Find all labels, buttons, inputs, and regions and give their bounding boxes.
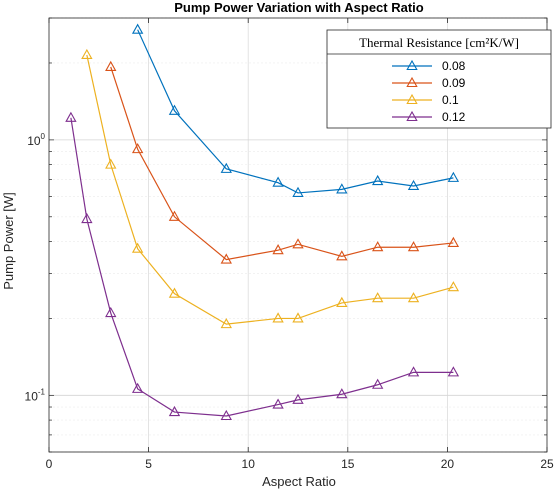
legend-title: Thermal Resistance [cm²K/W] — [359, 35, 519, 50]
data-point-0.08 — [336, 183, 348, 194]
data-point-0.09 — [168, 210, 181, 221]
chart-title: Pump Power Variation with Aspect Ratio — [174, 0, 424, 15]
data-point-0.08 — [131, 23, 144, 34]
data-point-0.12 — [168, 405, 181, 417]
axes-box — [48, 17, 548, 453]
data-point-0.12 — [105, 306, 117, 318]
legend-marker-0.1 — [406, 93, 418, 105]
y-tick-label: 100 — [27, 132, 45, 148]
data-point-0.12 — [336, 388, 348, 399]
data-point-0.09 — [336, 250, 348, 261]
data-point-0.1 — [292, 312, 304, 323]
data-point-0.08 — [447, 171, 460, 182]
data-point-0.1 — [447, 281, 460, 292]
data-point-0.12 — [131, 382, 144, 393]
data-point-0.08 — [220, 162, 232, 173]
legend-marker-0.12 — [406, 110, 418, 122]
series-line-0.08 — [137, 29, 454, 194]
data-point-0.12 — [81, 212, 93, 224]
data-point-0.1 — [336, 296, 348, 307]
data-point-0.08 — [272, 176, 284, 187]
data-point-0.09 — [407, 241, 420, 252]
data-point-0.12 — [220, 409, 232, 421]
legend-items: 0.08 0.09 0.1 0.12 — [392, 59, 466, 124]
legend-label-0.09: 0.09 — [442, 76, 466, 90]
data-point-0.09 — [105, 60, 117, 71]
data-point-0.09 — [220, 253, 232, 264]
series-line-0.09 — [110, 66, 454, 261]
data-point-0.08 — [371, 174, 384, 186]
data-point-0.09 — [371, 241, 384, 252]
data-point-0.12 — [371, 378, 384, 389]
data-point-0.12 — [447, 366, 460, 377]
x-tick-label: 10 — [242, 457, 256, 471]
y-axis-label: Pump Power [W] — [1, 192, 16, 290]
tick-labels: 0 5 10 15 20 25 10-1 100 — [25, 132, 554, 471]
data-point-0.08 — [168, 104, 181, 115]
data-point-0.09 — [272, 244, 284, 255]
series-line-0.12 — [70, 117, 454, 417]
data-point-0.1 — [371, 292, 384, 303]
x-tick-label: 15 — [341, 457, 355, 471]
data-point-0.09 — [447, 236, 460, 247]
x-tick-label: 5 — [145, 457, 152, 471]
data-point-0.12 — [272, 398, 284, 409]
data-point-0.09 — [292, 238, 304, 249]
data-point-0.12 — [65, 111, 77, 122]
data-point-0.1 — [168, 287, 181, 298]
data-point-0.1 — [272, 312, 284, 323]
legend-box — [326, 29, 552, 129]
legend-label-0.1: 0.1 — [442, 93, 459, 107]
data-point-0.1 — [81, 48, 93, 60]
data-point-0.12 — [292, 393, 304, 404]
data-point-0.1 — [220, 317, 232, 329]
data-point-0.1 — [131, 242, 144, 253]
x-axis-label: Aspect Ratio — [262, 474, 336, 489]
legend-label-0.12: 0.12 — [442, 110, 466, 124]
y-tick-label: 10-1 — [25, 387, 46, 403]
legend-marker-0.09 — [406, 76, 418, 88]
x-tick-label: 25 — [540, 457, 554, 471]
legend-label-0.08: 0.08 — [442, 59, 466, 73]
data-point-0.08 — [292, 186, 304, 197]
data-point-0.09 — [131, 143, 144, 154]
data-point-0.08 — [407, 179, 420, 191]
x-tick-label: 20 — [441, 457, 455, 471]
series-layer — [65, 23, 460, 421]
data-point-0.1 — [407, 292, 420, 303]
series-line-0.1 — [86, 54, 454, 325]
legend-marker-0.08 — [406, 59, 418, 71]
axes — [48, 17, 548, 453]
data-point-0.12 — [407, 366, 420, 377]
legend: Thermal Resistance [cm²K/W] 0.080.090.10… — [326, 29, 552, 129]
x-tick-label: 0 — [46, 457, 53, 471]
data-point-0.1 — [105, 158, 117, 169]
